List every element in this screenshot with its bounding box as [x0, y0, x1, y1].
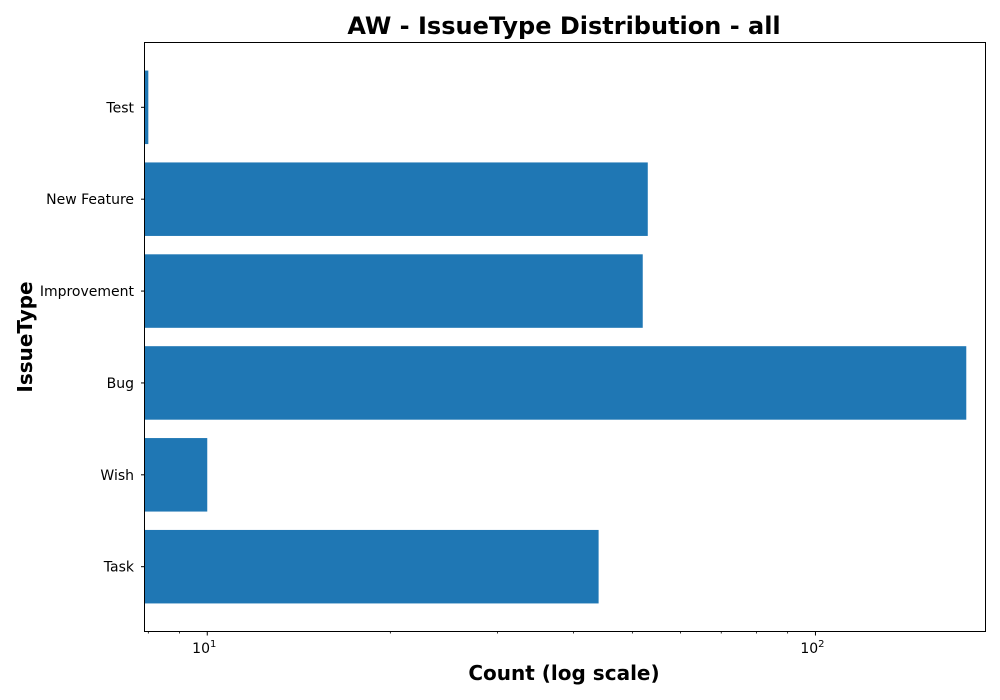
y-axis: Task Wish Bug Improvement New Feature Test: [40, 100, 145, 576]
chart-title: AW - IssueType Distribution - all: [347, 12, 780, 40]
bar-bug: [145, 346, 967, 420]
y-tick-label-wish: Wish: [100, 468, 134, 484]
bar-task: [145, 529, 599, 604]
y-tick-label-bug: Bug: [107, 376, 134, 392]
x-tick-label-base: 10: [800, 641, 818, 657]
bar-wish: [145, 438, 208, 512]
y-tick-label-improvement: Improvement: [40, 284, 135, 300]
x-axis: 101 102: [147, 631, 825, 657]
x-tick-label-exponent: 1: [210, 639, 216, 650]
bar-improvement: [145, 254, 643, 328]
x-tick-label-base: 10: [192, 641, 210, 657]
y-tick-label-test: Test: [105, 100, 134, 116]
x-tick-label-exponent: 2: [818, 639, 824, 650]
y-tick-label-new-feature: New Feature: [46, 192, 134, 208]
bar-new-feature: [145, 162, 648, 236]
y-tick-label-task: Task: [103, 560, 135, 576]
x-axis-label: Count (log scale): [468, 661, 659, 685]
x-tick-label-10: 101: [192, 639, 216, 657]
y-axis-label: IssueType: [13, 281, 37, 392]
bar-test: [145, 70, 149, 145]
x-tick-label-100: 102: [800, 639, 824, 657]
plot-frame: [144, 42, 986, 632]
bars-group: [145, 70, 967, 604]
